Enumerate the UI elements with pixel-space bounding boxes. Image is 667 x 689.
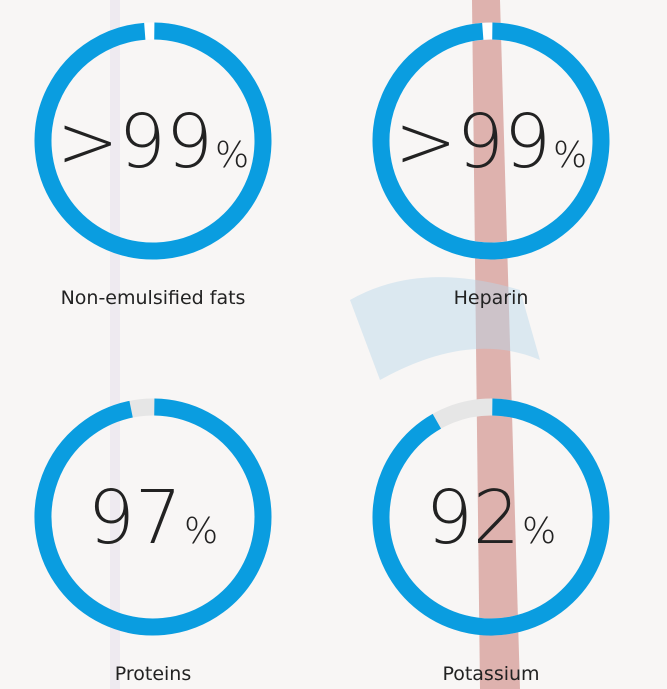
chart: >99% Non-emulsified fats >99% Heparin 97% Pro… — [0, 0, 667, 689]
gauge-name: Proteins — [115, 663, 192, 685]
gauge-unit: % — [184, 511, 218, 552]
gauge-value-label: 97 — [88, 475, 182, 561]
gauge-unit: % — [522, 511, 556, 552]
gauge-value-label: >99 — [395, 99, 551, 185]
gauge-name: Non-emulsified fats — [61, 287, 246, 309]
gauge-unit: % — [553, 135, 587, 176]
gauge-value-label: >99 — [57, 99, 213, 185]
gauge-unit: % — [215, 135, 249, 176]
gauge-name: Potassium — [442, 663, 539, 685]
gauge-name: Heparin — [454, 287, 529, 309]
gauge-value-label: 92 — [426, 475, 520, 561]
